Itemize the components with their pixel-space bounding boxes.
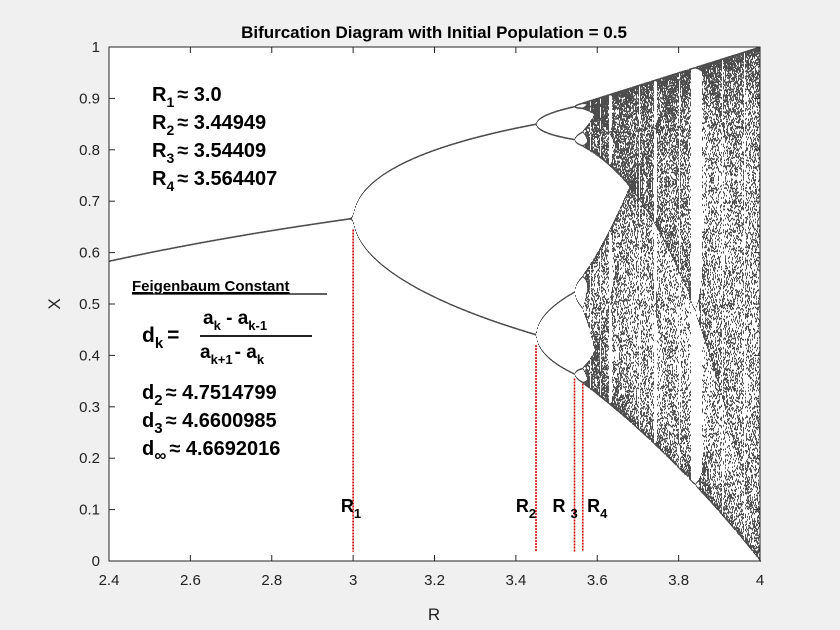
r3-value: R3 ≈ 3.54409 xyxy=(152,140,266,166)
bifurcation-marker-label: R1 xyxy=(341,496,361,521)
bifurcation-marker-layer: R1 R2 R 3 R4 xyxy=(341,229,608,552)
y-tick-label: 0.8 xyxy=(79,142,100,159)
x-tick-label: 3 xyxy=(349,572,357,589)
x-tick-label: 3.2 xyxy=(424,572,445,589)
y-tick-label: 0.9 xyxy=(79,90,100,107)
x-tick-label: 3.6 xyxy=(587,572,608,589)
x-tick-label: 2.8 xyxy=(261,572,282,589)
x-tick-label: 2.4 xyxy=(99,572,120,589)
dinf-value: d∞ ≈ 4.6692016 xyxy=(142,438,280,465)
chart-title: Bifurcation Diagram with Initial Populat… xyxy=(241,23,627,42)
x-tick-label: 3.4 xyxy=(505,572,526,589)
feigenbaum-block: Feigenbaum Constant dk = ak - ak-1 ak+1- … xyxy=(132,278,327,465)
bifurcation-marker-label: R 3 xyxy=(552,496,577,521)
formula-numerator: ak - ak-1 xyxy=(203,308,267,333)
y-tick-label: 0.1 xyxy=(79,502,100,519)
formula-lhs: dk = xyxy=(142,324,179,352)
r2-value: R2 ≈ 3.44949 xyxy=(152,112,266,138)
feigenbaum-heading: Feigenbaum Constant xyxy=(132,278,290,295)
x-axis-label: R xyxy=(428,605,440,624)
x-tick-label: 3.8 xyxy=(668,572,689,589)
r1-value: R1 ≈ 3.0 xyxy=(152,84,222,110)
y-tick-label: 0.6 xyxy=(79,245,100,262)
bifurcation-marker-label: R2 xyxy=(516,496,536,521)
d2-value: d2 ≈ 4.7514799 xyxy=(142,382,277,409)
bifurcation-marker-label: R4 xyxy=(587,496,608,521)
x-tick-label: 4 xyxy=(756,572,764,589)
x-tick-label: 2.6 xyxy=(180,572,201,589)
bifurcation-values-block: R1 ≈ 3.0 R2 ≈ 3.44949 R3 ≈ 3.54409 R4 ≈ 3.56… xyxy=(152,84,277,194)
y-tick-label: 0.5 xyxy=(79,296,100,313)
y-tick-label: 0 xyxy=(92,553,100,570)
axis-ticks: 2.4 2.6 2.8 3 3.2 3.4 3.6 3.8 4 0 0.1 0.2 0.3 0.4 0.5 0… xyxy=(79,39,764,589)
y-tick-label: 0.4 xyxy=(79,347,100,364)
y-tick-label: 1 xyxy=(92,39,100,56)
y-tick-label: 0.3 xyxy=(79,399,100,416)
r4-value: R4 ≈ 3.564407 xyxy=(152,168,277,194)
formula-denominator: ak+1- ak xyxy=(200,342,265,367)
y-tick-label: 0.7 xyxy=(79,193,100,210)
y-axis-label: X xyxy=(45,298,64,309)
y-tick-label: 0.2 xyxy=(79,450,100,467)
d3-value: d3 ≈ 4.6600985 xyxy=(142,410,277,437)
